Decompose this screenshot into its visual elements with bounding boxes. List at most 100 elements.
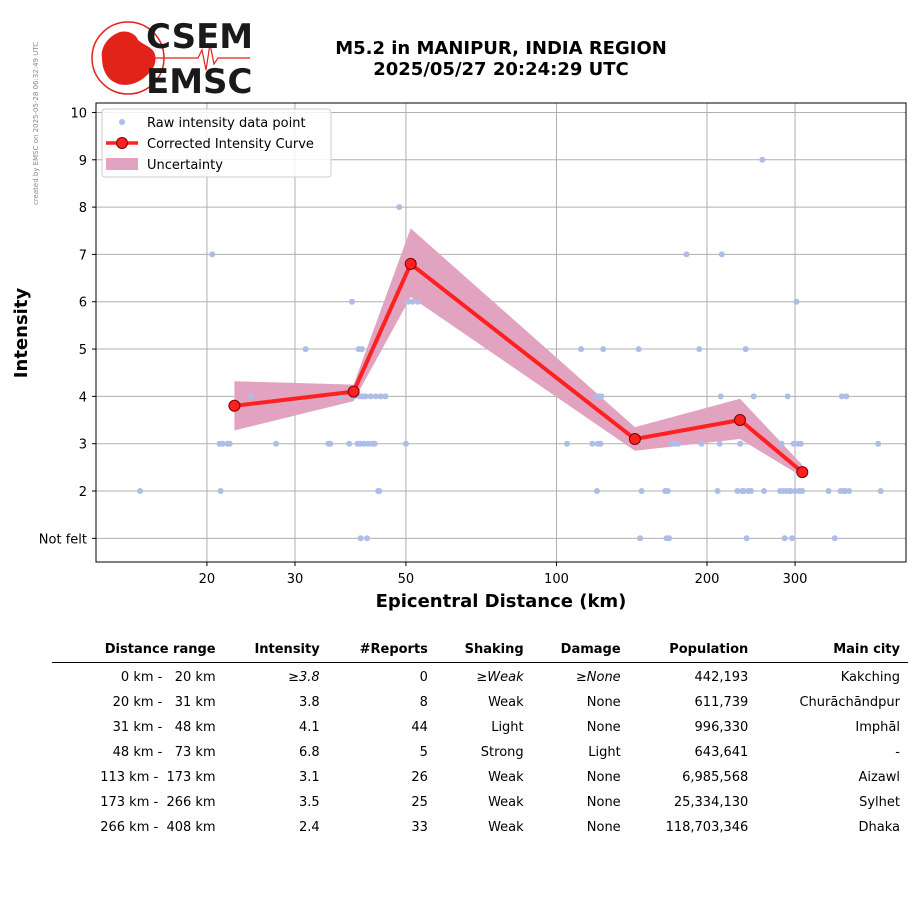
uncertainty-band-area <box>234 228 803 477</box>
raw-data-point <box>376 488 383 494</box>
table-row: 113 km - 173 km 3.1 26 Weak None 6,985,568 Aiz… <box>52 765 908 790</box>
raw-data-point <box>327 440 334 447</box>
raw-data-point <box>790 440 797 447</box>
raw-data-point <box>696 346 703 353</box>
raw-data-point <box>846 488 853 494</box>
intensity-curve-point <box>347 385 360 398</box>
raw-data-point <box>714 488 721 494</box>
table-header-cell: Shaking <box>435 640 532 663</box>
legend-curve-marker <box>116 137 128 149</box>
table-header-cell: #Reports <box>327 640 436 663</box>
table-header: Distance range Intensity #Reports Shaking Da… <box>52 640 908 663</box>
intensity-curve-point <box>628 433 641 445</box>
raw-data-point <box>743 535 750 542</box>
table-cell: Sylhet <box>859 795 900 810</box>
emsc-logo: CSEM EMSC <box>91 18 253 98</box>
table-cell: 25,334,130 <box>673 795 749 810</box>
intensity-curve-line <box>234 261 804 474</box>
raw-data-point <box>740 488 747 494</box>
legend-curve-label: Corrected Intensity Curve <box>147 137 314 152</box>
raw-data-point <box>209 251 216 258</box>
raw-data-point <box>737 440 744 447</box>
raw-data-point <box>362 393 369 400</box>
raw-data-point <box>877 488 884 494</box>
raw-data-point <box>137 488 144 494</box>
legend-band-label: Uncertainty <box>147 158 223 173</box>
raw-data-point <box>594 488 600 494</box>
x-tick-label: 300 <box>783 572 808 587</box>
intensity-curve-point <box>796 466 809 479</box>
table-cell: 0 <box>419 670 428 685</box>
raw-data-point <box>792 488 799 494</box>
raw-data-point <box>382 393 389 400</box>
raw-data-point <box>838 393 845 400</box>
raw-data-point <box>734 488 741 494</box>
x-tick-label: 200 <box>695 572 720 587</box>
y-tick-label: Not felt <box>39 532 87 547</box>
y-tick-label: 5 <box>79 343 87 358</box>
table-cell: Weak <box>488 795 524 810</box>
raw-data-point <box>778 440 785 447</box>
table-cell: Churāchāndpur <box>799 695 900 710</box>
y-tick-label: 6 <box>79 296 87 311</box>
intensity-curve <box>228 257 809 479</box>
raw-data-point <box>402 440 409 447</box>
raw-data-point <box>750 393 757 400</box>
raw-data-point <box>759 156 766 163</box>
raw-data-point <box>716 440 723 447</box>
table-cell: 6,985,568 <box>682 770 749 785</box>
raw-data-point <box>635 346 642 353</box>
table-cell: 118,703,346 <box>665 820 749 835</box>
raw-data-point <box>666 535 673 542</box>
legend-band-swatch <box>106 158 138 170</box>
table-cell: Dhaka <box>858 820 900 835</box>
intensity-curve-point <box>228 399 241 412</box>
y-tick-label: 3 <box>79 438 87 453</box>
y-tick-label: 7 <box>79 248 87 263</box>
raw-data-point <box>664 488 671 494</box>
table-cell: 31 km - 48 km <box>112 720 216 735</box>
table-cell: None <box>586 820 621 835</box>
raw-data-point <box>372 393 379 400</box>
y-axis-label: Intensity <box>11 288 32 379</box>
table-cell: 3.8 <box>299 695 320 710</box>
table-cell: 25 <box>411 795 428 810</box>
table-cell: 8 <box>419 695 428 710</box>
raw-data-point <box>717 393 724 400</box>
table-cell: 2.4 <box>299 820 320 835</box>
raw-data-point <box>578 346 585 353</box>
raw-data-point <box>364 535 370 542</box>
table-cell: 0 km - 20 km <box>120 670 216 685</box>
table-cell: Aizawl <box>858 770 900 785</box>
raw-data-point <box>367 393 374 400</box>
raw-data-point <box>357 535 364 542</box>
raw-data-point <box>273 440 280 447</box>
table-row: 31 km - 48 km 4.1 44 Light None 996,330 Imphāl <box>52 715 908 740</box>
chart-title-line-1: M5.2 in MANIPUR, INDIA REGION <box>335 38 667 59</box>
raw-data-point <box>761 488 767 494</box>
table-header-cell: Population <box>628 640 757 663</box>
table-cell: 3.1 <box>299 770 320 785</box>
raw-data-point <box>365 440 372 447</box>
x-tick-label: 20 <box>199 572 216 587</box>
table-row: 173 km - 266 km 3.5 25 Weak None 25,334,130 Sy… <box>52 790 908 815</box>
raw-data-point <box>371 440 378 447</box>
chart-title-line-2: 2025/05/27 20:24:29 UTC <box>373 59 629 80</box>
raw-data-point <box>564 440 571 447</box>
raw-data-point <box>349 298 355 305</box>
raw-data-point <box>784 393 791 400</box>
table-row: 48 km - 73 km 6.8 5 Strong Light 643,641 - <box>52 740 908 765</box>
intensity-curve-point <box>734 414 746 426</box>
raw-data-point <box>683 251 690 258</box>
raw-data-point <box>781 535 788 542</box>
raw-data-point <box>600 346 607 353</box>
table-cell: 6.8 <box>299 745 320 760</box>
raw-data-point <box>589 440 596 447</box>
raw-data-point <box>638 488 645 494</box>
raw-data-point <box>358 346 365 353</box>
table-header-cell: Damage <box>531 640 629 663</box>
raw-points <box>137 156 884 542</box>
raw-data-point <box>377 393 384 400</box>
raw-data-point <box>248 393 254 400</box>
grid-lines <box>96 103 906 562</box>
